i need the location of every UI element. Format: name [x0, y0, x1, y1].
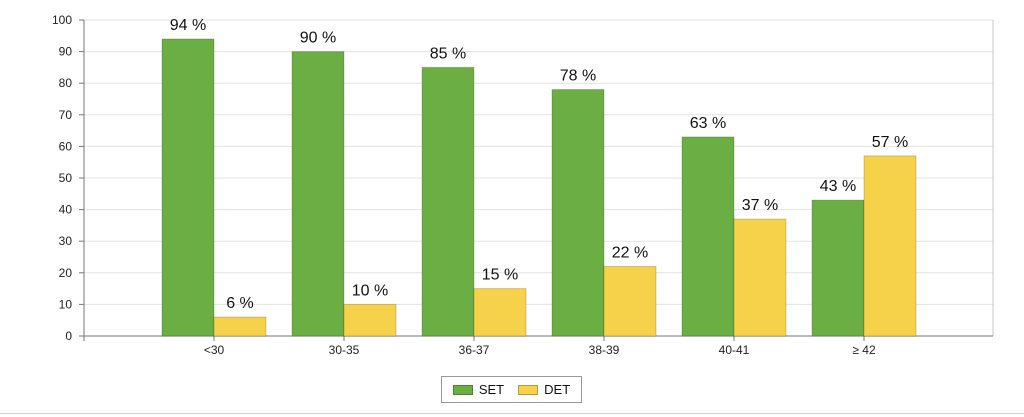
- bar-set: [551, 89, 605, 337]
- data-labels: 94 % 90 % 85 % 78 % 63 % 43 % 6 % 10 % 15 % 22 % 3…: [170, 17, 908, 312]
- bottom-divider: [0, 413, 1024, 414]
- data-label-set: 43 %: [820, 178, 856, 195]
- data-label-set: 78 %: [560, 68, 596, 85]
- bar-det: [603, 265, 657, 337]
- legend-swatch-det: [518, 384, 539, 395]
- bar-set: [811, 199, 865, 337]
- data-label-det: 22 %: [612, 244, 648, 261]
- y-tick-label: 60: [59, 139, 73, 153]
- y-axis: 0 10 20 30 40 50 60 70 80 90 100: [52, 13, 85, 343]
- y-tick-label: 80: [59, 76, 73, 90]
- legend-item-set: SET: [452, 382, 505, 397]
- y-tick-label: 10: [59, 297, 73, 311]
- data-label-det: 10 %: [352, 282, 388, 299]
- bar-det: [863, 155, 917, 337]
- x-tick-label: 36-37: [459, 343, 490, 357]
- data-label-det: 6 %: [226, 295, 254, 312]
- bar-set: [681, 136, 735, 337]
- y-tick-label: 90: [59, 45, 73, 59]
- gridlines: [84, 19, 994, 336]
- y-tick-label: 40: [59, 203, 73, 217]
- bar-set: [161, 38, 215, 337]
- bars: [161, 38, 917, 337]
- x-tick-label: 38-39: [589, 343, 620, 357]
- x-tick-label: <30: [204, 343, 225, 357]
- bar-set: [291, 51, 345, 337]
- y-tick-label: 30: [59, 234, 73, 248]
- y-tick-label: 20: [59, 266, 73, 280]
- x-tick-label: ≥ 42: [852, 343, 876, 357]
- legend-swatch-set: [452, 384, 473, 395]
- data-label-det: 37 %: [742, 197, 778, 214]
- x-tick-label: 40-41: [719, 343, 750, 357]
- legend-item-det: DET: [518, 382, 570, 397]
- y-tick-label: 100: [52, 13, 72, 27]
- legend-label-set: SET: [478, 382, 505, 397]
- data-label-det: 15 %: [482, 267, 518, 284]
- y-tick-label: 70: [59, 108, 73, 122]
- data-label-det: 57 %: [872, 134, 908, 151]
- bar-det: [213, 316, 267, 337]
- y-tick-label: 50: [59, 171, 73, 185]
- bar-det: [473, 288, 527, 337]
- bar-det: [733, 218, 787, 337]
- bar-det: [343, 303, 397, 337]
- data-label-set: 85 %: [430, 45, 466, 62]
- data-label-set: 94 %: [170, 17, 206, 34]
- data-label-set: 63 %: [690, 115, 726, 132]
- legend: SET DET: [441, 376, 582, 403]
- legend-label-det: DET: [544, 382, 571, 397]
- data-label-set: 90 %: [300, 30, 336, 47]
- y-tick-label: 0: [65, 329, 72, 343]
- x-axis: <30 30-35 36-37 38-39 40-41 ≥ 42: [83, 335, 993, 357]
- x-tick-label: 30-35: [329, 343, 360, 357]
- bar-set: [421, 66, 475, 337]
